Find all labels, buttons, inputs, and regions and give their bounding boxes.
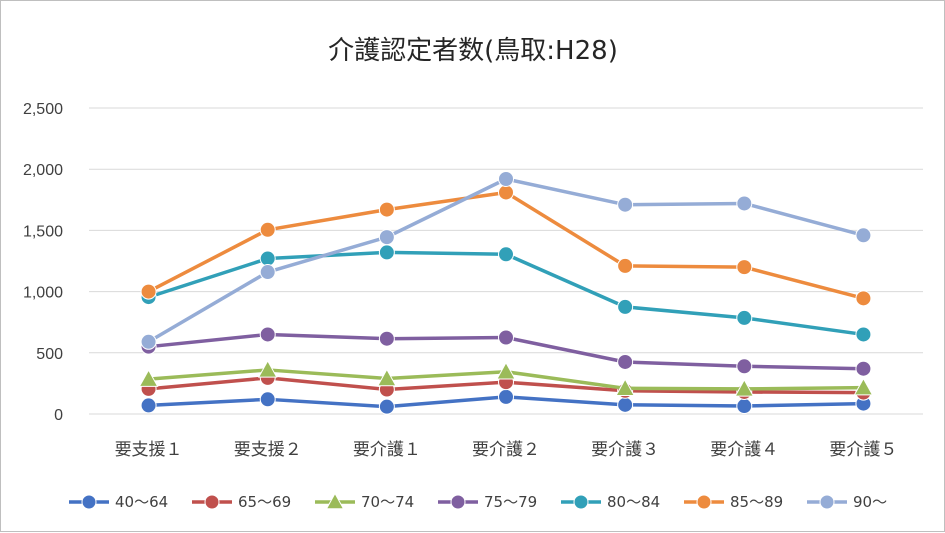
data-point — [498, 184, 514, 201]
data-point — [140, 283, 157, 300]
legend-item: 90～ — [807, 493, 887, 511]
data-point — [498, 246, 514, 263]
data-point — [734, 378, 755, 397]
data-point — [259, 250, 276, 267]
series-lines — [138, 170, 874, 415]
data-point — [257, 359, 278, 378]
data-point — [140, 397, 157, 414]
series-group — [140, 388, 872, 415]
data-point — [736, 398, 753, 415]
legend-marker — [81, 494, 97, 510]
x-category-label: 要介護２ — [472, 440, 540, 460]
legend: 40～64 65～69 70～74 75～79 80～84 85～89 90～ — [69, 492, 887, 511]
series-group — [140, 244, 872, 343]
legend-marker — [696, 494, 712, 510]
y-tick-label: 2,000 — [23, 162, 63, 179]
data-point — [138, 369, 159, 387]
data-point — [259, 221, 276, 238]
data-point — [259, 326, 276, 343]
data-point — [496, 361, 516, 380]
data-point — [736, 309, 753, 326]
data-point — [617, 196, 634, 213]
data-point — [378, 398, 395, 415]
data-point — [378, 244, 395, 261]
legend-label: 65～69 — [238, 493, 291, 511]
legend-label: 75～79 — [484, 493, 537, 511]
y-tick-label: 0 — [54, 407, 63, 424]
legend-item: 75～79 — [438, 493, 537, 511]
data-point — [615, 378, 635, 396]
data-point — [378, 201, 395, 218]
data-point — [736, 358, 753, 375]
data-point — [378, 330, 395, 347]
series-group — [138, 359, 874, 397]
legend-item: 40～64 — [69, 493, 168, 511]
y-tick-label: 2,500 — [23, 101, 63, 118]
data-point — [498, 329, 514, 346]
legend-label: 90～ — [853, 493, 887, 511]
y-tick-label: 1,000 — [23, 285, 63, 302]
legend-item: 85～89 — [684, 493, 783, 511]
legend-marker — [573, 494, 589, 510]
x-category-label: 要介護１ — [353, 440, 421, 460]
data-point — [853, 377, 874, 396]
data-point — [617, 353, 634, 370]
legend-label: 40～64 — [115, 493, 168, 511]
legend-label: 85～89 — [730, 493, 783, 511]
x-category-label: 要介護５ — [829, 440, 897, 460]
data-point — [259, 264, 276, 281]
data-point — [498, 170, 514, 187]
data-point — [617, 298, 634, 315]
data-point — [855, 227, 872, 244]
x-axis-categories: 要支援１ 要支援２ 要介護１ 要介護２ 要介護３ 要介護４ 要介護５ — [115, 440, 898, 460]
legend-marker — [450, 494, 466, 510]
y-tick-label: 1,500 — [23, 223, 63, 240]
legend-marker — [819, 494, 835, 510]
data-point — [377, 368, 397, 387]
data-point — [378, 229, 395, 246]
legend-marker — [204, 494, 220, 510]
data-point — [140, 333, 157, 350]
data-point — [617, 257, 634, 274]
data-point — [855, 326, 872, 343]
series-group — [140, 326, 872, 377]
legend-marker — [325, 492, 345, 510]
y-axis-ticks: 0 500 1,000 1,500 2,000 2,500 — [23, 101, 63, 424]
chart-title: 介護認定者数(鳥取:H28) — [328, 36, 618, 66]
data-point — [855, 290, 872, 307]
x-category-label: 要支援２ — [234, 440, 302, 460]
data-point — [498, 388, 514, 405]
gridlines — [89, 107, 923, 415]
data-point — [259, 391, 276, 408]
legend-label: 80～84 — [607, 493, 660, 511]
series-group — [140, 170, 872, 350]
legend-label: 70～74 — [361, 493, 414, 511]
legend-item: 65～69 — [192, 493, 291, 511]
data-point — [617, 396, 634, 413]
x-category-label: 要支援１ — [115, 440, 183, 460]
x-category-label: 要介護３ — [591, 440, 659, 460]
series-line — [148, 250, 864, 337]
x-category-label: 要介護４ — [710, 440, 778, 460]
data-point — [736, 195, 753, 212]
data-point — [736, 259, 753, 276]
legend-item: 80～84 — [561, 493, 660, 511]
data-point — [855, 360, 872, 377]
legend-item: 70～74 — [315, 492, 414, 511]
series-group — [140, 184, 872, 307]
y-tick-label: 500 — [36, 346, 63, 363]
